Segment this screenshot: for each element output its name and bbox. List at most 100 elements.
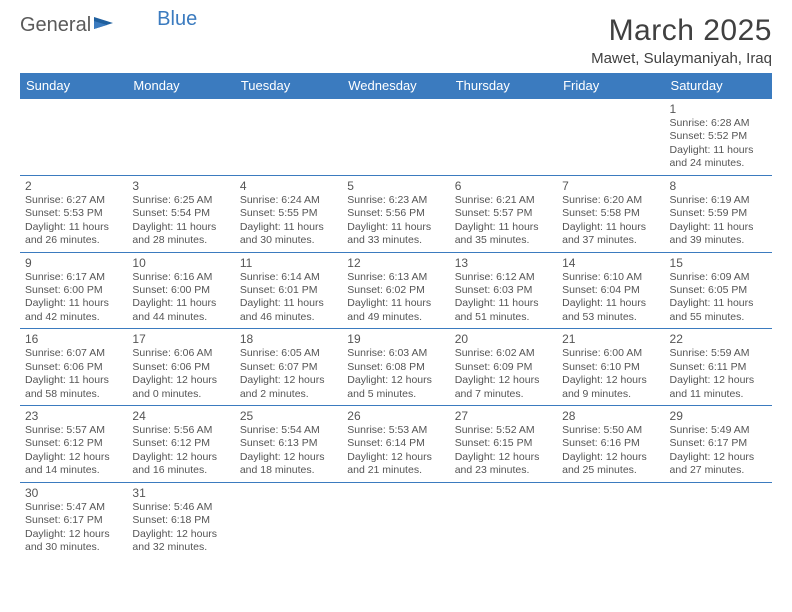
day-info: Sunrise: 6:17 AMSunset: 6:00 PMDaylight:… (25, 271, 122, 325)
calendar-day-cell: 3Sunrise: 6:25 AMSunset: 5:54 PMDaylight… (127, 175, 234, 252)
day-number: 16 (25, 332, 122, 346)
calendar-week-row: 9Sunrise: 6:17 AMSunset: 6:00 PMDaylight… (20, 252, 772, 329)
day-info: Sunrise: 5:56 AMSunset: 6:12 PMDaylight:… (132, 424, 229, 478)
day-number: 31 (132, 486, 229, 500)
day-number: 18 (240, 332, 337, 346)
calendar-day-cell (20, 99, 127, 176)
day-info: Sunrise: 6:07 AMSunset: 6:06 PMDaylight:… (25, 347, 122, 401)
calendar-day-cell (235, 99, 342, 176)
day-info: Sunrise: 6:16 AMSunset: 6:00 PMDaylight:… (132, 271, 229, 325)
calendar-day-cell: 25Sunrise: 5:54 AMSunset: 6:13 PMDayligh… (235, 406, 342, 483)
day-info: Sunrise: 6:06 AMSunset: 6:06 PMDaylight:… (132, 347, 229, 401)
day-number: 2 (25, 179, 122, 193)
calendar-day-cell (450, 482, 557, 558)
day-number: 28 (562, 409, 659, 423)
calendar-day-cell: 27Sunrise: 5:52 AMSunset: 6:15 PMDayligh… (450, 406, 557, 483)
day-info: Sunrise: 5:57 AMSunset: 6:12 PMDaylight:… (25, 424, 122, 478)
calendar-day-cell (557, 482, 664, 558)
day-info: Sunrise: 5:47 AMSunset: 6:17 PMDaylight:… (25, 501, 122, 555)
day-number: 24 (132, 409, 229, 423)
calendar-day-cell (235, 482, 342, 558)
day-info: Sunrise: 6:03 AMSunset: 6:08 PMDaylight:… (347, 347, 444, 401)
brand-logo: General Blue (20, 14, 197, 37)
day-info: Sunrise: 6:20 AMSunset: 5:58 PMDaylight:… (562, 194, 659, 248)
day-number: 26 (347, 409, 444, 423)
calendar-day-cell: 20Sunrise: 6:02 AMSunset: 6:09 PMDayligh… (450, 329, 557, 406)
calendar-day-cell: 16Sunrise: 6:07 AMSunset: 6:06 PMDayligh… (20, 329, 127, 406)
day-info: Sunrise: 6:00 AMSunset: 6:10 PMDaylight:… (562, 347, 659, 401)
day-info: Sunrise: 6:21 AMSunset: 5:57 PMDaylight:… (455, 194, 552, 248)
calendar-day-cell: 23Sunrise: 5:57 AMSunset: 6:12 PMDayligh… (20, 406, 127, 483)
day-number: 10 (132, 256, 229, 270)
location-text: Mawet, Sulaymaniyah, Iraq (591, 50, 772, 67)
calendar-day-cell (665, 482, 772, 558)
day-number: 20 (455, 332, 552, 346)
day-number: 15 (670, 256, 767, 270)
day-number: 13 (455, 256, 552, 270)
day-info: Sunrise: 6:12 AMSunset: 6:03 PMDaylight:… (455, 271, 552, 325)
day-info: Sunrise: 5:50 AMSunset: 6:16 PMDaylight:… (562, 424, 659, 478)
calendar-week-row: 30Sunrise: 5:47 AMSunset: 6:17 PMDayligh… (20, 482, 772, 558)
day-number: 25 (240, 409, 337, 423)
weekday-header: Thursday (450, 73, 557, 99)
calendar-day-cell: 9Sunrise: 6:17 AMSunset: 6:00 PMDaylight… (20, 252, 127, 329)
calendar-day-cell: 29Sunrise: 5:49 AMSunset: 6:17 PMDayligh… (665, 406, 772, 483)
day-info: Sunrise: 6:10 AMSunset: 6:04 PMDaylight:… (562, 271, 659, 325)
day-number: 1 (670, 102, 767, 116)
weekday-header: Tuesday (235, 73, 342, 99)
day-info: Sunrise: 6:25 AMSunset: 5:54 PMDaylight:… (132, 194, 229, 248)
day-number: 27 (455, 409, 552, 423)
calendar-day-cell: 7Sunrise: 6:20 AMSunset: 5:58 PMDaylight… (557, 175, 664, 252)
calendar-day-cell: 17Sunrise: 6:06 AMSunset: 6:06 PMDayligh… (127, 329, 234, 406)
calendar-week-row: 23Sunrise: 5:57 AMSunset: 6:12 PMDayligh… (20, 406, 772, 483)
calendar-day-cell (342, 99, 449, 176)
day-info: Sunrise: 6:05 AMSunset: 6:07 PMDaylight:… (240, 347, 337, 401)
day-number: 23 (25, 409, 122, 423)
day-info: Sunrise: 6:09 AMSunset: 6:05 PMDaylight:… (670, 271, 767, 325)
day-number: 29 (670, 409, 767, 423)
calendar-day-cell (342, 482, 449, 558)
title-block: March 2025 Mawet, Sulaymaniyah, Iraq (591, 14, 772, 67)
day-number: 21 (562, 332, 659, 346)
calendar-week-row: 16Sunrise: 6:07 AMSunset: 6:06 PMDayligh… (20, 329, 772, 406)
weekday-header: Sunday (20, 73, 127, 99)
day-info: Sunrise: 5:54 AMSunset: 6:13 PMDaylight:… (240, 424, 337, 478)
calendar-day-cell: 30Sunrise: 5:47 AMSunset: 6:17 PMDayligh… (20, 482, 127, 558)
calendar-day-cell: 5Sunrise: 6:23 AMSunset: 5:56 PMDaylight… (342, 175, 449, 252)
calendar-day-cell: 2Sunrise: 6:27 AMSunset: 5:53 PMDaylight… (20, 175, 127, 252)
day-info: Sunrise: 5:49 AMSunset: 6:17 PMDaylight:… (670, 424, 767, 478)
day-number: 12 (347, 256, 444, 270)
weekday-header-row: SundayMondayTuesdayWednesdayThursdayFrid… (20, 73, 772, 99)
day-info: Sunrise: 6:27 AMSunset: 5:53 PMDaylight:… (25, 194, 122, 248)
page-header: General Blue March 2025 Mawet, Sulaymani… (20, 14, 772, 67)
calendar-day-cell: 8Sunrise: 6:19 AMSunset: 5:59 PMDaylight… (665, 175, 772, 252)
weekday-header: Wednesday (342, 73, 449, 99)
day-info: Sunrise: 6:14 AMSunset: 6:01 PMDaylight:… (240, 271, 337, 325)
day-number: 4 (240, 179, 337, 193)
day-number: 3 (132, 179, 229, 193)
day-info: Sunrise: 5:59 AMSunset: 6:11 PMDaylight:… (670, 347, 767, 401)
calendar-table: SundayMondayTuesdayWednesdayThursdayFrid… (20, 73, 772, 559)
day-info: Sunrise: 6:19 AMSunset: 5:59 PMDaylight:… (670, 194, 767, 248)
month-title: March 2025 (591, 14, 772, 48)
calendar-day-cell: 12Sunrise: 6:13 AMSunset: 6:02 PMDayligh… (342, 252, 449, 329)
brand-part2: Blue (157, 8, 197, 31)
calendar-day-cell (127, 99, 234, 176)
calendar-day-cell: 18Sunrise: 6:05 AMSunset: 6:07 PMDayligh… (235, 329, 342, 406)
day-number: 19 (347, 332, 444, 346)
calendar-day-cell: 22Sunrise: 5:59 AMSunset: 6:11 PMDayligh… (665, 329, 772, 406)
calendar-day-cell: 28Sunrise: 5:50 AMSunset: 6:16 PMDayligh… (557, 406, 664, 483)
calendar-week-row: 2Sunrise: 6:27 AMSunset: 5:53 PMDaylight… (20, 175, 772, 252)
day-number: 7 (562, 179, 659, 193)
day-number: 5 (347, 179, 444, 193)
brand-part1: General (20, 14, 91, 37)
calendar-day-cell: 4Sunrise: 6:24 AMSunset: 5:55 PMDaylight… (235, 175, 342, 252)
day-info: Sunrise: 6:24 AMSunset: 5:55 PMDaylight:… (240, 194, 337, 248)
calendar-day-cell: 21Sunrise: 6:00 AMSunset: 6:10 PMDayligh… (557, 329, 664, 406)
day-number: 30 (25, 486, 122, 500)
flag-icon (93, 14, 115, 37)
day-number: 14 (562, 256, 659, 270)
day-info: Sunrise: 5:53 AMSunset: 6:14 PMDaylight:… (347, 424, 444, 478)
calendar-body: 1Sunrise: 6:28 AMSunset: 5:52 PMDaylight… (20, 99, 772, 559)
calendar-day-cell: 19Sunrise: 6:03 AMSunset: 6:08 PMDayligh… (342, 329, 449, 406)
